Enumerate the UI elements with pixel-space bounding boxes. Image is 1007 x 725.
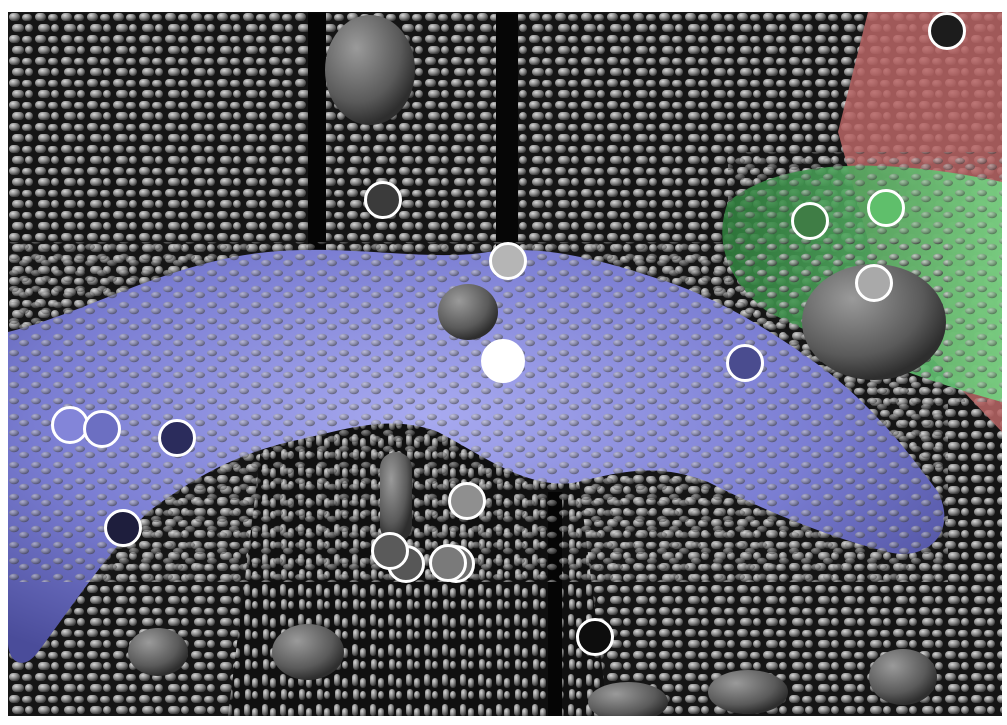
marker-navy-lower[interactable] — [104, 509, 142, 547]
marker-indigo-right[interactable] — [726, 344, 764, 382]
marker-black-bottom[interactable] — [576, 618, 614, 656]
marker-gray-mid[interactable] — [448, 482, 486, 520]
marker-lightgray-right[interactable] — [855, 264, 893, 302]
marker-green-left[interactable] — [791, 202, 829, 240]
marker-darkgray-b[interactable] — [371, 532, 409, 570]
marker-gray-d[interactable] — [429, 544, 467, 582]
marker-white-center[interactable] — [481, 339, 525, 383]
scene-frame — [8, 12, 1002, 716]
marker-periwinkle-b[interactable] — [83, 410, 121, 448]
marker-navy-left[interactable] — [158, 419, 196, 457]
marker-green-right[interactable] — [867, 189, 905, 227]
marker-dark-upper[interactable] — [364, 181, 402, 219]
marker-lightgray-center[interactable] — [489, 242, 527, 280]
marker-dark-topright[interactable] — [928, 12, 966, 50]
